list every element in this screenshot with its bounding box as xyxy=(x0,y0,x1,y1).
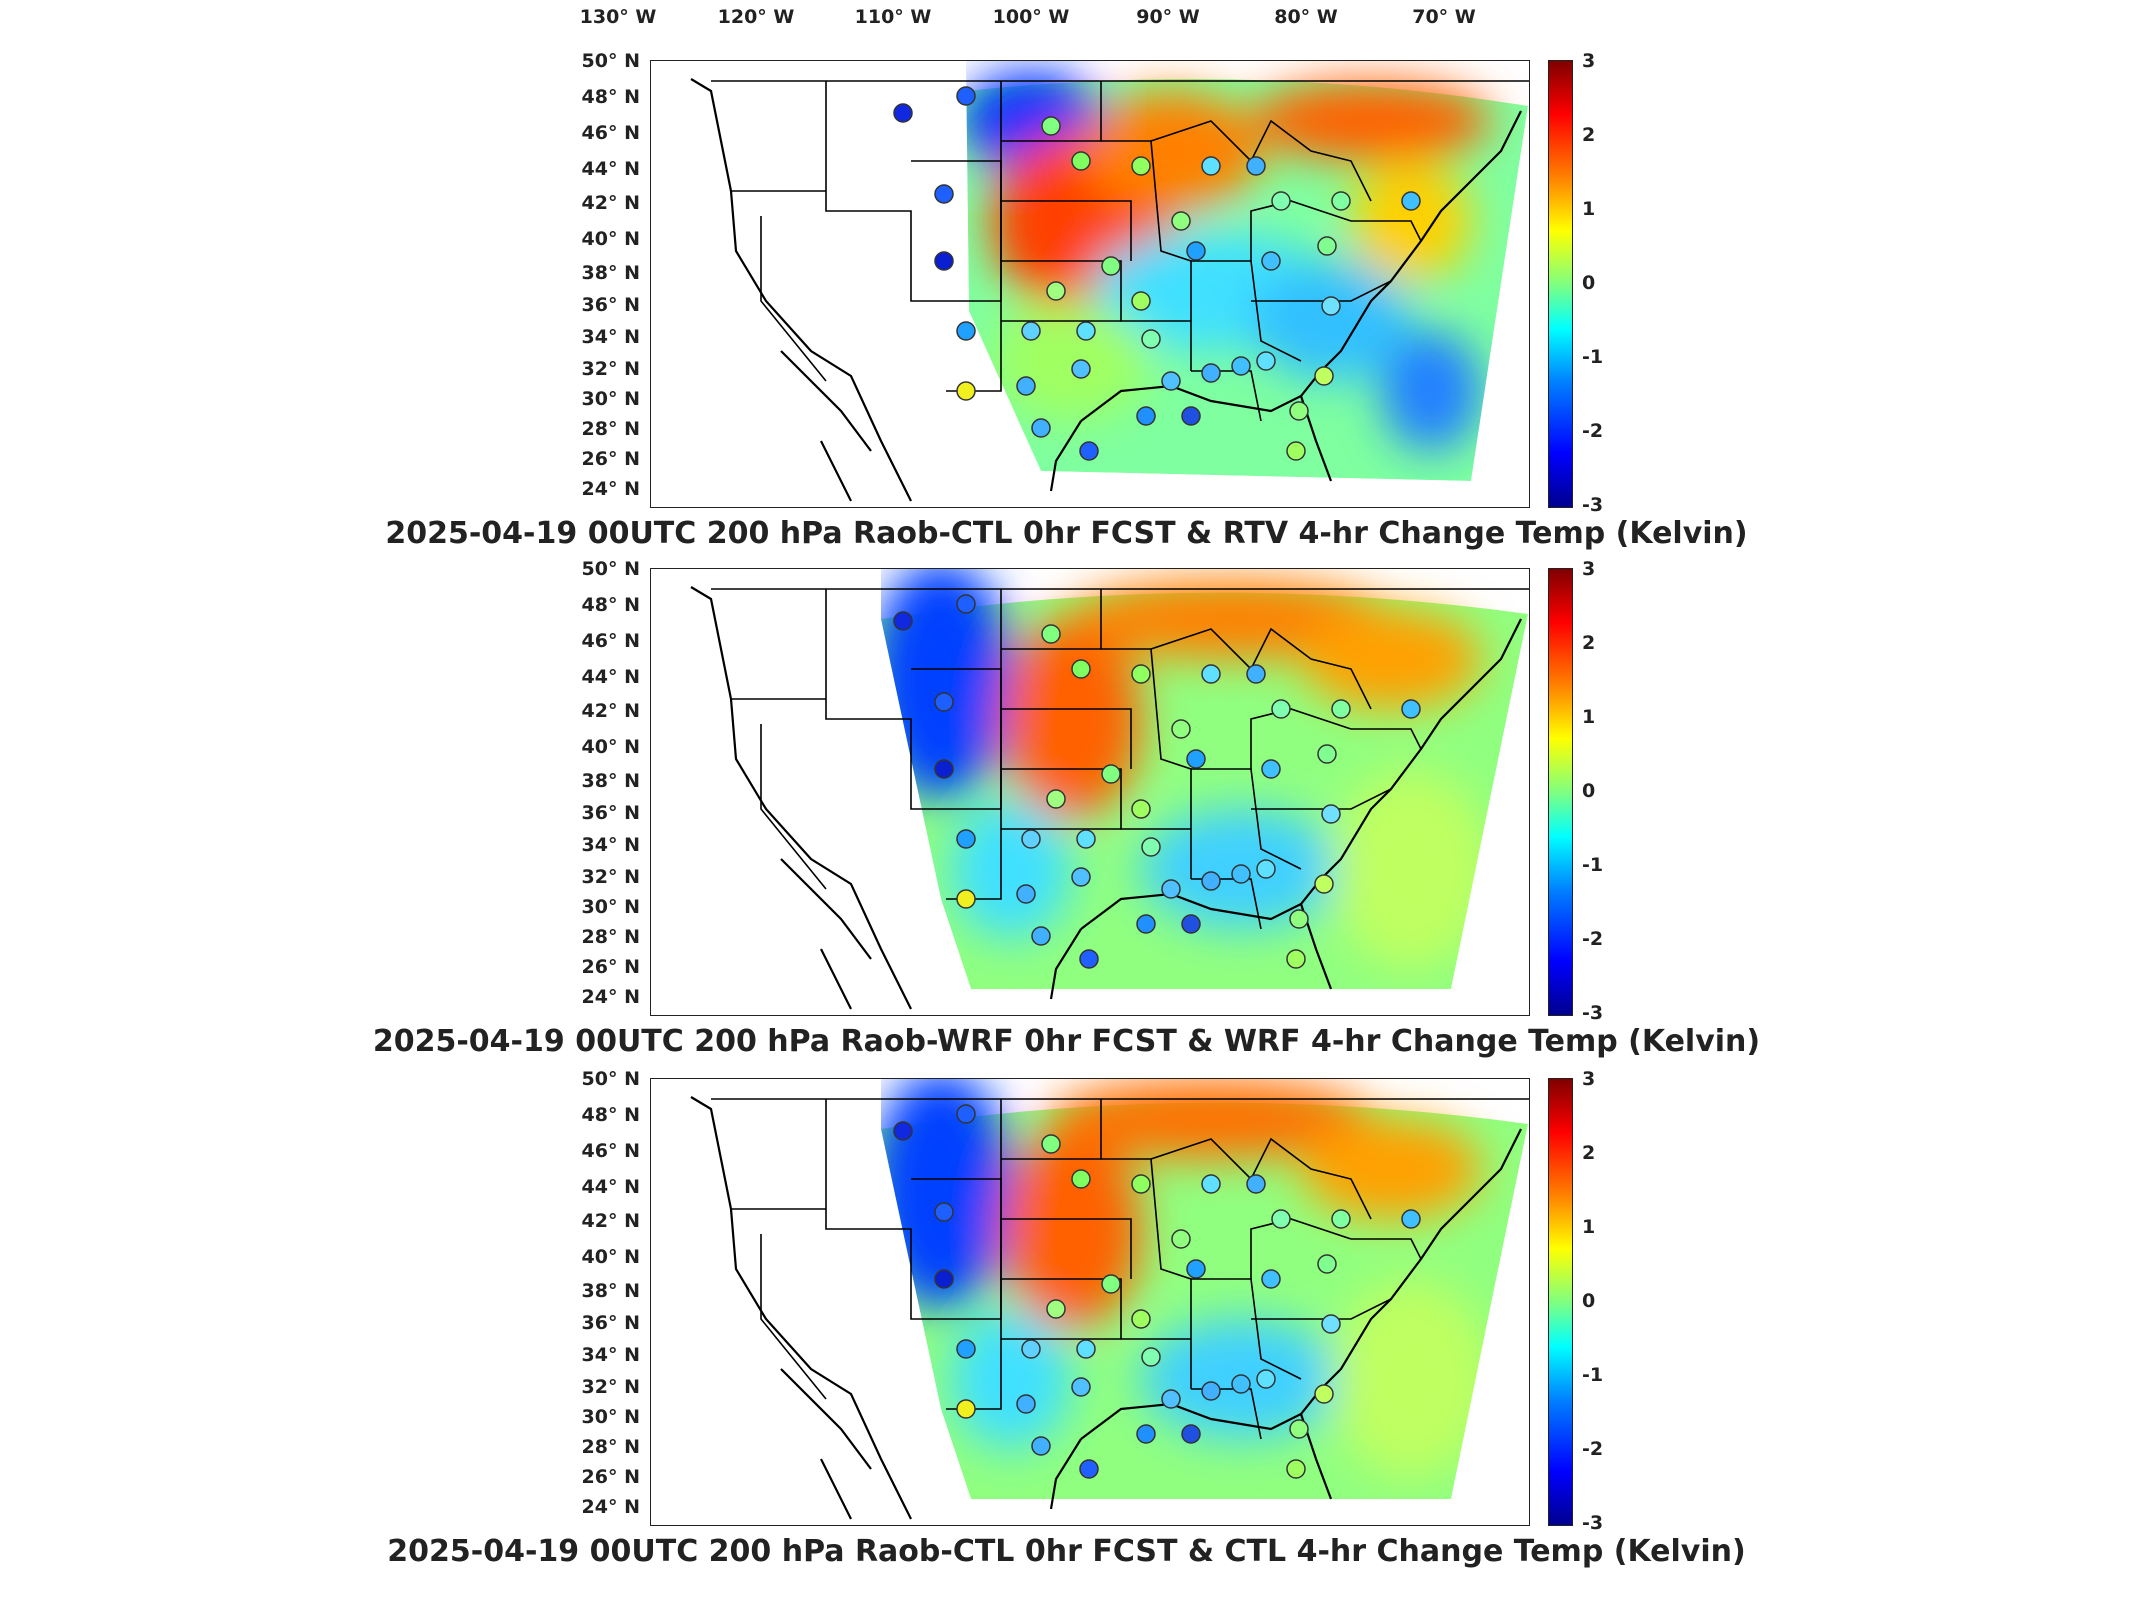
lat-label: 32° N xyxy=(581,866,640,888)
lat-label: 32° N xyxy=(581,1376,640,1398)
lat-label: 46° N xyxy=(581,1140,640,1162)
lat-label: 48° N xyxy=(581,86,640,108)
colorbar xyxy=(1548,1078,1573,1526)
panel-title: 2025-04-19 00UTC 200 hPa Raob-WRF 0hr FC… xyxy=(372,1024,1761,1059)
colorbar-tick: -1 xyxy=(1582,346,1604,368)
lat-label: 30° N xyxy=(581,388,640,410)
lat-label: 50° N xyxy=(581,1068,640,1090)
colorbar-tick: 1 xyxy=(1582,706,1596,728)
lat-label: 28° N xyxy=(581,418,640,440)
temperature-change-map xyxy=(651,1079,1529,1525)
map-panel-wrf: 50° N 48° N 46° N 44° N 42° N 40° N 38° … xyxy=(0,558,2133,1070)
colorbar-tick: -3 xyxy=(1582,494,1604,516)
lat-label: 36° N xyxy=(581,802,640,824)
map-frame xyxy=(650,568,1530,1016)
lat-label: 24° N xyxy=(581,478,640,500)
lat-label: 36° N xyxy=(581,1312,640,1334)
lat-label: 42° N xyxy=(581,192,640,214)
lat-label: 32° N xyxy=(581,358,640,380)
longitude-axis: 130° W 120° W 110° W 100° W 90° W 80° W … xyxy=(0,0,2133,40)
colorbar-tick: -3 xyxy=(1582,1512,1604,1534)
lat-label: 28° N xyxy=(581,1436,640,1458)
lon-label: 90° W xyxy=(1136,6,1200,28)
lat-label: 44° N xyxy=(581,666,640,688)
panel-title: 2025-04-19 00UTC 200 hPa Raob-CTL 0hr FC… xyxy=(387,1534,1746,1569)
lon-label: 130° W xyxy=(579,6,657,28)
colorbar-tick: -1 xyxy=(1582,1364,1604,1386)
map-panel-rtv: 50° N 48° N 46° N 44° N 42° N 40° N 38° … xyxy=(0,50,2133,562)
lon-label: 70° W xyxy=(1412,6,1476,28)
lat-label: 30° N xyxy=(581,1406,640,1428)
lat-label: 38° N xyxy=(581,1280,640,1302)
map-panel-ctl: 50° N 48° N 46° N 44° N 42° N 40° N 38° … xyxy=(0,1068,2133,1580)
lat-label: 46° N xyxy=(581,122,640,144)
colorbar-tick: -2 xyxy=(1582,420,1604,442)
lat-label: 34° N xyxy=(581,1344,640,1366)
lat-label: 50° N xyxy=(581,50,640,72)
colorbar xyxy=(1548,568,1573,1016)
map-frame xyxy=(650,1078,1530,1526)
lon-label: 100° W xyxy=(992,6,1070,28)
colorbar-tick: 3 xyxy=(1582,558,1596,580)
temperature-change-map xyxy=(651,61,1529,507)
lat-label: 50° N xyxy=(581,558,640,580)
lon-label: 80° W xyxy=(1274,6,1338,28)
colorbar-tick: -1 xyxy=(1582,854,1604,876)
colorbar-tick: 1 xyxy=(1582,1216,1596,1238)
lat-label: 38° N xyxy=(581,770,640,792)
lon-label: 110° W xyxy=(854,6,932,28)
colorbar-tick: 2 xyxy=(1582,124,1596,146)
colorbar-tick: 0 xyxy=(1582,780,1596,802)
lat-label: 28° N xyxy=(581,926,640,948)
lat-label: 34° N xyxy=(581,326,640,348)
lat-label: 26° N xyxy=(581,956,640,978)
panel-title: 2025-04-19 00UTC 200 hPa Raob-CTL 0hr FC… xyxy=(385,516,1748,551)
colorbar-tick: 0 xyxy=(1582,272,1596,294)
colorbar-tick: -2 xyxy=(1582,928,1604,950)
colorbar-tick: 2 xyxy=(1582,1142,1596,1164)
temperature-change-map xyxy=(651,569,1529,1015)
lat-label: 26° N xyxy=(581,1466,640,1488)
lat-label: 42° N xyxy=(581,700,640,722)
lat-label: 24° N xyxy=(581,1496,640,1518)
colorbar-tick: 1 xyxy=(1582,198,1596,220)
colorbar-tick: 0 xyxy=(1582,1290,1596,1312)
lat-label: 40° N xyxy=(581,736,640,758)
lat-label: 40° N xyxy=(581,1246,640,1268)
lat-label: 44° N xyxy=(581,1176,640,1198)
colorbar-tick: 3 xyxy=(1582,50,1596,72)
lat-label: 42° N xyxy=(581,1210,640,1232)
lat-label: 48° N xyxy=(581,594,640,616)
lat-label: 44° N xyxy=(581,158,640,180)
lat-label: 38° N xyxy=(581,262,640,284)
lat-label: 40° N xyxy=(581,228,640,250)
lat-label: 26° N xyxy=(581,448,640,470)
colorbar-tick: 3 xyxy=(1582,1068,1596,1090)
lat-label: 30° N xyxy=(581,896,640,918)
lat-label: 24° N xyxy=(581,986,640,1008)
colorbar xyxy=(1548,60,1573,508)
lat-label: 34° N xyxy=(581,834,640,856)
colorbar-tick: -3 xyxy=(1582,1002,1604,1024)
lat-label: 36° N xyxy=(581,294,640,316)
lon-label: 120° W xyxy=(717,6,795,28)
colorbar-tick: 2 xyxy=(1582,632,1596,654)
colorbar-tick: -2 xyxy=(1582,1438,1604,1460)
lat-label: 48° N xyxy=(581,1104,640,1126)
lat-label: 46° N xyxy=(581,630,640,652)
map-frame xyxy=(650,60,1530,508)
